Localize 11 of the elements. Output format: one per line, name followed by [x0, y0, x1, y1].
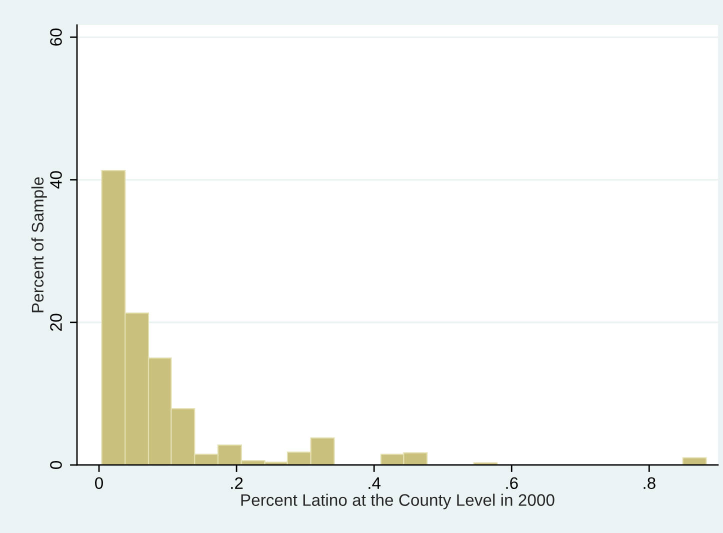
x-tick-label: 0 — [95, 477, 103, 490]
x-tick-label: .4 — [368, 477, 381, 489]
x-tick-label: .8 — [644, 477, 656, 490]
y-tick-label: 0 — [50, 461, 62, 469]
y-tick-label: 60 — [50, 28, 62, 46]
y-axis-title: Percent of Sample — [31, 177, 47, 312]
y-tick-label: 40 — [50, 171, 62, 189]
y-tick-label: 20 — [50, 314, 62, 331]
x-tick-label: .2 — [231, 477, 243, 489]
x-axis-title: Percent Latino at the County Level in 2000 — [241, 494, 554, 510]
x-tick-label: .6 — [506, 477, 518, 490]
